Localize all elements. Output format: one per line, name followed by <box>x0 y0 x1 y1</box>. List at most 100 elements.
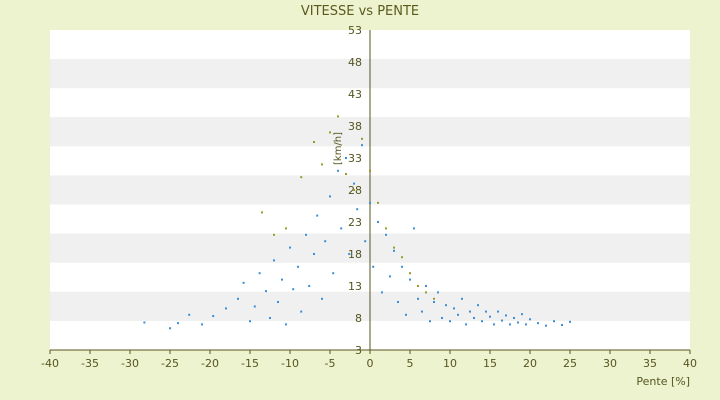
data-point <box>377 201 379 204</box>
data-point <box>377 221 379 223</box>
data-point <box>356 208 359 211</box>
data-point <box>393 246 395 249</box>
data-point <box>281 278 283 281</box>
x-tick-label: -10 <box>281 357 299 370</box>
data-point <box>401 265 403 268</box>
data-point <box>300 176 303 179</box>
data-point <box>517 321 519 324</box>
data-point <box>258 272 261 275</box>
data-point <box>529 318 531 321</box>
data-point <box>292 288 295 291</box>
data-point <box>469 310 471 313</box>
data-point <box>409 272 411 275</box>
data-point <box>569 320 571 323</box>
x-tick-label: 5 <box>407 357 414 370</box>
data-point <box>353 182 355 185</box>
data-point <box>493 323 495 326</box>
data-point <box>481 320 483 323</box>
data-point <box>332 272 335 275</box>
data-point <box>477 304 479 307</box>
data-point <box>321 163 323 166</box>
data-point <box>553 320 555 323</box>
data-point <box>273 259 275 262</box>
data-point <box>225 307 227 310</box>
data-point <box>237 297 239 300</box>
data-point <box>453 307 455 310</box>
x-tick-label: 40 <box>683 357 697 370</box>
data-point <box>313 141 315 143</box>
data-point <box>269 317 271 319</box>
data-point <box>361 137 363 140</box>
y-tick-label: 3 <box>355 344 362 357</box>
data-point <box>449 320 451 323</box>
data-point <box>397 301 399 303</box>
y-tick-label: 38 <box>348 120 362 133</box>
data-point <box>561 324 563 327</box>
data-point <box>249 320 251 323</box>
x-tick-label: 30 <box>603 357 617 370</box>
x-tick-label: -5 <box>325 357 336 370</box>
y-tick-label: 23 <box>348 216 362 229</box>
data-point <box>405 313 407 316</box>
data-point <box>345 173 347 175</box>
chart-title: VITESSE vs PENTE <box>301 4 419 19</box>
data-point <box>457 313 459 316</box>
data-point <box>433 297 435 300</box>
y-tick-label: 13 <box>348 280 362 293</box>
data-points <box>143 115 571 330</box>
data-point <box>417 297 419 300</box>
data-point <box>364 240 367 243</box>
data-point <box>353 189 355 191</box>
data-point <box>273 233 275 236</box>
data-point <box>485 310 487 313</box>
x-tick-label: -15 <box>241 357 259 370</box>
data-point <box>429 320 431 323</box>
data-point <box>389 275 391 278</box>
tick-labels: -40 -35 -30 -25 -20 -15 -10 -5 0 5 10 15 20 25 30 35 40 3… <box>41 24 697 370</box>
y-tick-label: 43 <box>348 88 362 101</box>
x-axis-label: Pente [%] <box>636 375 690 388</box>
data-point <box>285 227 287 230</box>
data-point <box>361 144 363 147</box>
x-tick-label: 35 <box>643 357 657 370</box>
y-tick-label: 53 <box>348 24 362 37</box>
data-point <box>537 322 539 325</box>
x-tick-label: -25 <box>161 357 179 370</box>
y-tick-label: 48 <box>348 56 362 69</box>
y-tick-label: 18 <box>348 248 362 261</box>
data-point <box>316 214 319 217</box>
data-point <box>345 157 347 159</box>
data-point <box>321 297 323 300</box>
data-point <box>340 227 343 230</box>
data-point <box>265 290 267 293</box>
data-point <box>465 323 467 326</box>
data-point <box>261 211 263 214</box>
data-point <box>242 281 245 284</box>
data-point <box>545 324 547 327</box>
data-point <box>433 301 435 303</box>
data-point <box>313 253 315 255</box>
data-point <box>437 291 439 294</box>
data-point <box>385 233 387 236</box>
x-tick-label: 20 <box>523 357 537 370</box>
data-point <box>497 310 499 313</box>
data-point <box>177 322 179 325</box>
data-point <box>525 323 527 326</box>
data-point <box>401 256 403 259</box>
x-tick-label: 10 <box>443 357 457 370</box>
data-point <box>212 315 215 318</box>
data-point <box>425 285 427 287</box>
data-point <box>509 323 511 326</box>
data-point <box>169 327 171 330</box>
data-point <box>188 313 191 316</box>
data-point <box>501 319 503 322</box>
data-point <box>513 317 515 319</box>
data-point <box>445 304 447 307</box>
data-point <box>461 297 463 300</box>
data-point <box>289 246 291 249</box>
data-point <box>308 285 311 287</box>
x-tick-label: 25 <box>563 357 577 370</box>
x-tick-label: -40 <box>41 357 59 370</box>
x-tick-label: 0 <box>367 357 374 370</box>
